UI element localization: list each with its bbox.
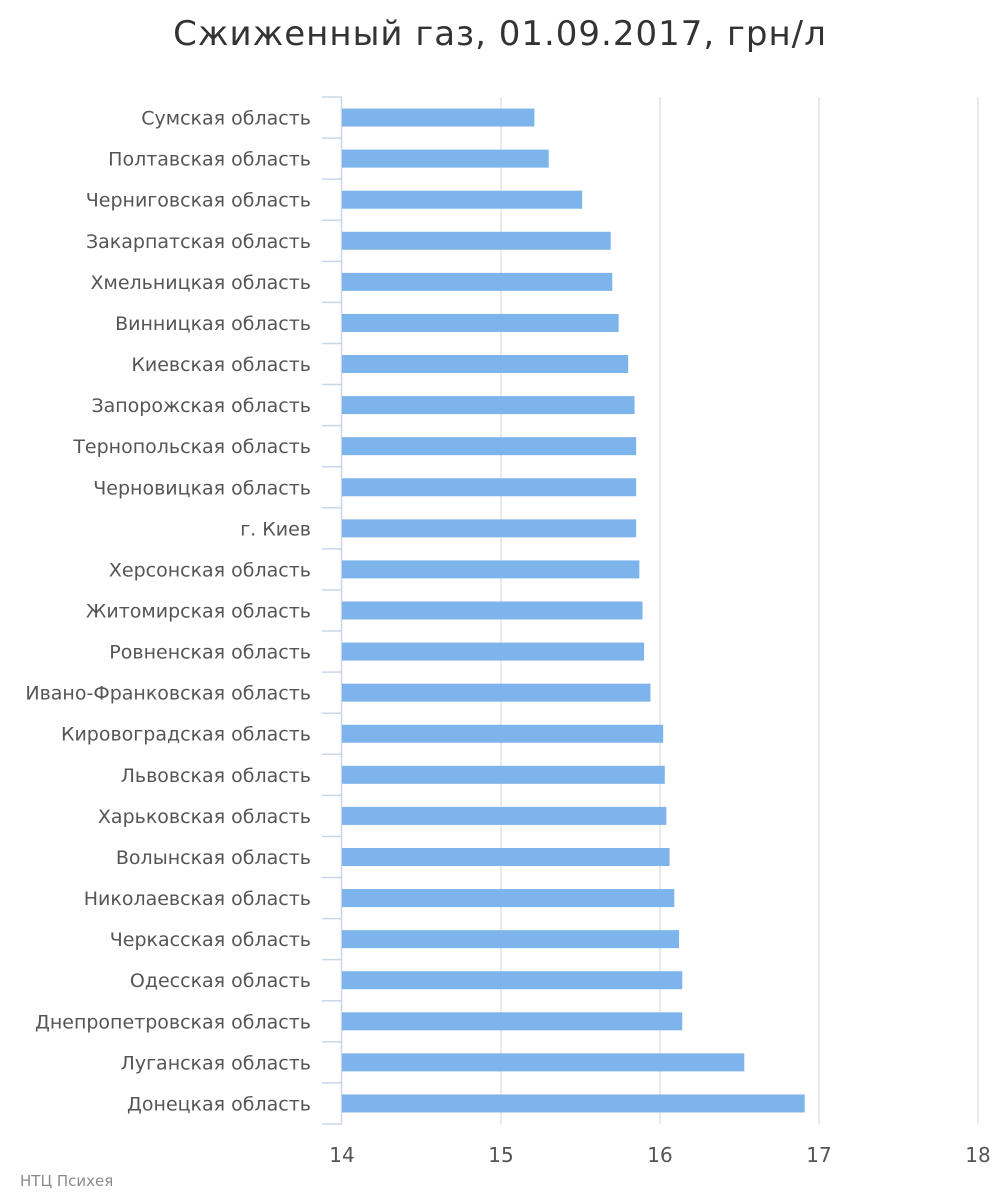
bar[interactable]: [342, 396, 635, 415]
x-tick-label: 15: [488, 1143, 513, 1167]
category-label: Киевская область: [131, 354, 311, 376]
category-label: Днепропетровская область: [35, 1011, 311, 1033]
category-label: Харьковская область: [98, 806, 311, 828]
category-label: Львовская область: [121, 765, 311, 787]
category-label: Житомирская область: [86, 601, 311, 623]
category-label: г. Киев: [240, 518, 311, 540]
category-label: Тернопольская область: [72, 436, 311, 458]
category-label: Черновицкая область: [93, 477, 311, 499]
y-axis: [322, 96, 343, 1125]
gridlines: [500, 97, 979, 1124]
category-label: Черниговская область: [86, 190, 311, 212]
category-label: Закарпатская область: [86, 231, 311, 253]
bar[interactable]: [342, 560, 640, 579]
bar[interactable]: [342, 437, 637, 456]
bars: [342, 108, 805, 1113]
bar[interactable]: [342, 272, 613, 291]
x-tick-label: 18: [965, 1143, 990, 1167]
x-tick-label: 16: [647, 1143, 672, 1167]
bar[interactable]: [342, 478, 637, 497]
bar[interactable]: [342, 190, 583, 209]
bar[interactable]: [342, 149, 549, 168]
category-label: Одесская область: [130, 970, 311, 992]
category-label: Запорожская область: [91, 395, 311, 417]
bar[interactable]: [342, 108, 535, 127]
bar[interactable]: [342, 889, 675, 908]
bar[interactable]: [342, 765, 665, 784]
bar[interactable]: [342, 313, 619, 332]
category-label: Кировоградская область: [61, 724, 311, 746]
bar[interactable]: [342, 971, 683, 990]
x-tick-label: 14: [329, 1143, 354, 1167]
category-label: Ивано-Франковская область: [25, 683, 311, 705]
category-label: Полтавская область: [108, 149, 311, 171]
chart-title: Сжиженный газ, 01.09.2017, грн/л: [173, 14, 827, 54]
category-label: Хмельницкая область: [90, 272, 311, 294]
bar[interactable]: [342, 642, 645, 661]
category-labels: Сумская область Полтавская область Черниго…: [25, 108, 311, 1116]
bar[interactable]: [342, 1094, 805, 1113]
bar[interactable]: [342, 724, 664, 743]
bar[interactable]: [342, 930, 680, 949]
category-label: Сумская область: [141, 108, 311, 130]
source-credit: НТЦ Психея: [20, 1172, 114, 1190]
category-label: Луганская область: [121, 1052, 311, 1074]
bar[interactable]: [342, 601, 643, 620]
category-label: Ровненская область: [109, 642, 311, 664]
bar[interactable]: [342, 1053, 745, 1072]
x-tick-label: 17: [806, 1143, 831, 1167]
bar[interactable]: [342, 847, 670, 866]
category-label: Херсонская область: [109, 559, 311, 581]
bar[interactable]: [342, 806, 667, 825]
category-label: Черкасская область: [110, 929, 311, 951]
bar[interactable]: [342, 1012, 683, 1031]
x-axis-ticks: 14 15 16 17 18: [329, 1143, 990, 1167]
bar[interactable]: [342, 683, 651, 702]
category-label: Донецкая область: [127, 1093, 311, 1115]
bar[interactable]: [342, 355, 629, 374]
bar[interactable]: [342, 519, 637, 538]
category-label: Волынская область: [116, 847, 311, 869]
bar[interactable]: [342, 231, 611, 250]
category-label: Николаевская область: [84, 888, 311, 910]
category-label: Винницкая область: [115, 313, 311, 335]
